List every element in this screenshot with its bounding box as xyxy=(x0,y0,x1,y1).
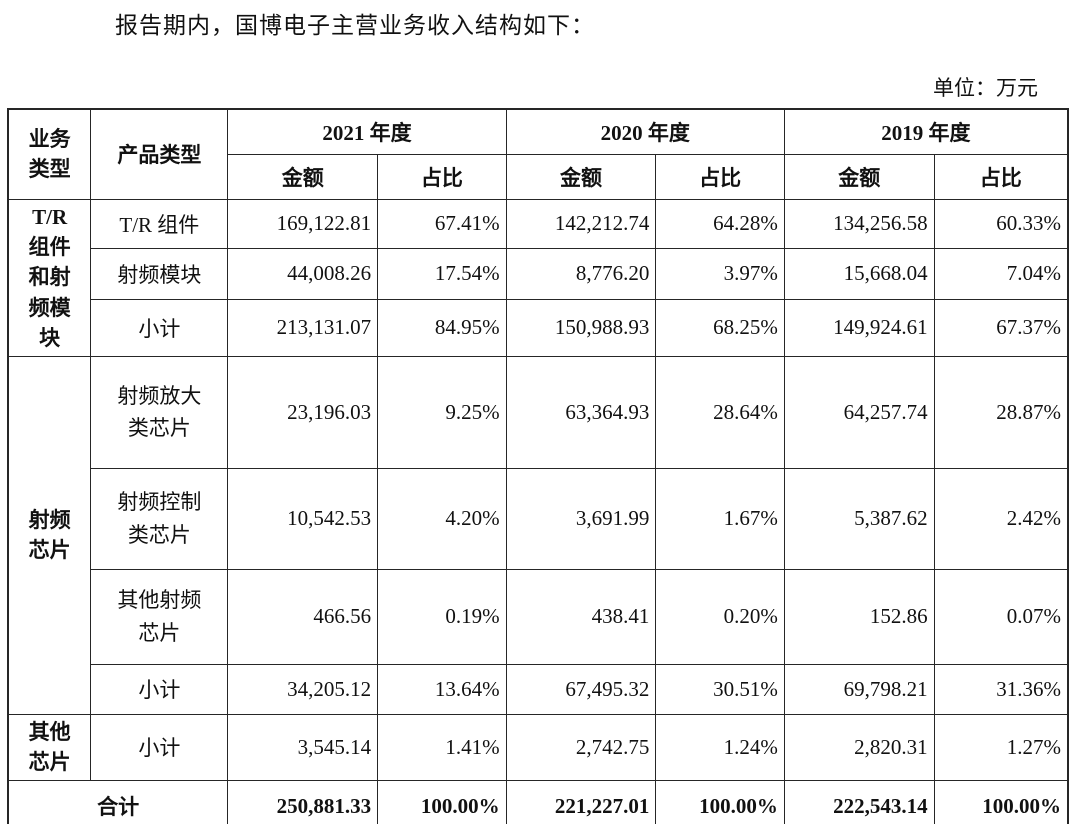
ratio-cell-2021: 9.25% xyxy=(377,355,507,469)
table-row-subtotal: 小计 213,131.07 84.95% 150,988.93 68.25% 1… xyxy=(8,299,1069,357)
revenue-structure-table: 业务类型 产品类型 2021 年度 2020 年度 2019 年度 金额 占比 … xyxy=(7,108,1069,824)
product-name-cell: T/R 组件 xyxy=(90,198,229,249)
ratio-cell-2020: 0.20% xyxy=(655,568,785,665)
product-name-cell: 射频放大类芯片 xyxy=(90,355,229,469)
header-row-years: 业务类型 产品类型 2021 年度 2020 年度 2019 年度 xyxy=(7,108,1069,200)
ratio-cell-2019: 0.07% xyxy=(933,568,1069,665)
subtotal-label-cell: 小计 xyxy=(90,663,229,715)
amount-cell-2019: 15,668.04 xyxy=(783,247,935,301)
ratio-header-2020: 占比 xyxy=(655,153,785,200)
amount-cell-2021: 44,008.26 xyxy=(227,247,379,301)
business-type-header-label: 业务类型 xyxy=(28,126,71,182)
table-row: 射频模块 44,008.26 17.54% 8,776.20 3.97% 15,… xyxy=(8,247,1069,301)
total-ratio-cell-2021: 100.00% xyxy=(377,779,507,824)
product-name-text: 其他射频芯片 xyxy=(117,588,202,645)
ratio-cell-2019: 31.36% xyxy=(933,663,1069,715)
ratio-cell-2021: 0.19% xyxy=(377,568,507,665)
ratio-cell-2019: 1.27% xyxy=(933,713,1069,781)
amount-cell-2020: 150,988.93 xyxy=(505,299,657,357)
group-label-other-chip: 其他芯片 xyxy=(7,713,92,781)
table-row: T/R组件和射频模块 T/R 组件 169,122.81 67.41% 142,… xyxy=(7,198,1069,357)
ratio-cell-2021: 13.64% xyxy=(377,663,507,715)
amount-cell-2020: 142,212.74 xyxy=(505,198,657,249)
table-row: 射频芯片 射频放大类芯片 23,196.03 9.25% 63,364.93 2… xyxy=(7,355,1069,715)
amount-cell-2020: 63,364.93 xyxy=(505,355,657,469)
ratio-cell-2020: 1.67% xyxy=(655,467,785,570)
amount-cell-2019: 2,820.31 xyxy=(783,713,935,781)
amount-cell-2019: 5,387.62 xyxy=(783,467,935,570)
ratio-cell-2021: 17.54% xyxy=(377,247,507,301)
group-label-text: 其他芯片 xyxy=(28,719,71,775)
total-amount-cell-2019: 222,543.14 xyxy=(783,779,935,824)
ratio-cell-2021: 1.41% xyxy=(377,713,507,781)
product-name-cell: 射频模块 xyxy=(90,247,229,301)
subtotal-label-cell: 小计 xyxy=(90,713,229,781)
product-name-cell: 射频控制类芯片 xyxy=(90,467,229,570)
year-2019-header: 2019 年度 xyxy=(783,108,1069,155)
ratio-header-2019: 占比 xyxy=(933,153,1069,200)
ratio-cell-2021: 84.95% xyxy=(377,299,507,357)
product-name-cell: 其他射频芯片 xyxy=(90,568,229,665)
amount-cell-2020: 8,776.20 xyxy=(505,247,657,301)
business-type-header: 业务类型 xyxy=(7,108,92,200)
ratio-cell-2020: 3.97% xyxy=(655,247,785,301)
amount-cell-2021: 23,196.03 xyxy=(227,355,379,469)
amount-cell-2020: 2,742.75 xyxy=(505,713,657,781)
amount-header-2019: 金额 xyxy=(783,153,935,200)
unit-label: 单位：万元 xyxy=(933,76,1038,100)
ratio-cell-2020: 28.64% xyxy=(655,355,785,469)
ratio-cell-2021: 67.41% xyxy=(377,198,507,249)
ratio-header-2021: 占比 xyxy=(377,153,507,200)
year-2020-header: 2020 年度 xyxy=(505,108,785,155)
total-amount-cell-2020: 221,227.01 xyxy=(505,779,657,824)
amount-cell-2019: 149,924.61 xyxy=(783,299,935,357)
amount-cell-2020: 67,495.32 xyxy=(505,663,657,715)
ratio-cell-2020: 64.28% xyxy=(655,198,785,249)
ratio-cell-2019: 60.33% xyxy=(933,198,1069,249)
amount-cell-2021: 10,542.53 xyxy=(227,467,379,570)
amount-cell-2020: 3,691.99 xyxy=(505,467,657,570)
product-type-header: 产品类型 xyxy=(90,108,229,200)
amount-cell-2021: 213,131.07 xyxy=(227,299,379,357)
group-label-text: 射频芯片 xyxy=(28,507,71,563)
total-ratio-cell-2019: 100.00% xyxy=(933,779,1069,824)
group-label-tr-module: T/R组件和射频模块 xyxy=(7,198,92,357)
ratio-cell-2019: 67.37% xyxy=(933,299,1069,357)
product-name-text: 射频控制类芯片 xyxy=(117,490,202,547)
subtotal-label-cell: 小计 xyxy=(90,299,229,357)
amount-cell-2021: 466.56 xyxy=(227,568,379,665)
ratio-cell-2019: 2.42% xyxy=(933,467,1069,570)
group-label-rf-chip: 射频芯片 xyxy=(7,355,92,715)
table-row-subtotal: 其他芯片 小计 3,545.14 1.41% 2,742.75 1.24% 2,… xyxy=(7,713,1069,781)
ratio-cell-2019: 7.04% xyxy=(933,247,1069,301)
total-ratio-cell-2020: 100.00% xyxy=(655,779,785,824)
year-2021-header: 2021 年度 xyxy=(227,108,507,155)
total-amount-cell-2021: 250,881.33 xyxy=(227,779,379,824)
amount-cell-2020: 438.41 xyxy=(505,568,657,665)
amount-header-2020: 金额 xyxy=(505,153,657,200)
amount-cell-2021: 169,122.81 xyxy=(227,198,379,249)
ratio-cell-2020: 1.24% xyxy=(655,713,785,781)
amount-cell-2019: 134,256.58 xyxy=(783,198,935,249)
amount-header-2021: 金额 xyxy=(227,153,379,200)
group-label-text: T/R组件和射频模块 xyxy=(28,204,71,351)
intro-text: 报告期内，国博电子主营业务收入结构如下： xyxy=(115,13,595,38)
total-label-cell: 合计 xyxy=(7,779,229,824)
table-row: 其他射频芯片 466.56 0.19% 438.41 0.20% 152.86 … xyxy=(8,568,1069,665)
amount-cell-2021: 3,545.14 xyxy=(227,713,379,781)
amount-cell-2019: 69,798.21 xyxy=(783,663,935,715)
ratio-cell-2019: 28.87% xyxy=(933,355,1069,469)
product-name-text: 射频放大类芯片 xyxy=(117,383,202,441)
table-row: 射频控制类芯片 10,542.53 4.20% 3,691.99 1.67% 5… xyxy=(8,467,1069,570)
table-row-subtotal: 小计 34,205.12 13.64% 67,495.32 30.51% 69,… xyxy=(8,663,1069,715)
table-row-total: 合计 250,881.33 100.00% 221,227.01 100.00%… xyxy=(7,779,1069,824)
ratio-cell-2020: 68.25% xyxy=(655,299,785,357)
ratio-cell-2021: 4.20% xyxy=(377,467,507,570)
amount-cell-2021: 34,205.12 xyxy=(227,663,379,715)
ratio-cell-2020: 30.51% xyxy=(655,663,785,715)
amount-cell-2019: 64,257.74 xyxy=(783,355,935,469)
amount-cell-2019: 152.86 xyxy=(783,568,935,665)
